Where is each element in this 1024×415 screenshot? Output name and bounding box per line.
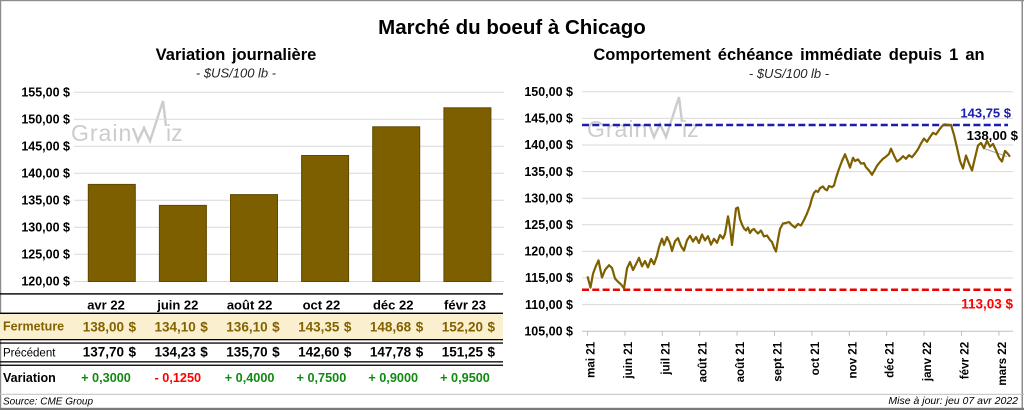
svg-text:134,10: 134,10 xyxy=(155,320,196,335)
svg-text:$: $ xyxy=(200,345,208,360)
svg-text:- $US/100 lb -: - $US/100 lb - xyxy=(196,66,277,81)
svg-text:déc 21: déc 21 xyxy=(884,341,897,378)
svg-text:+ 0,3000: + 0,3000 xyxy=(81,371,131,385)
svg-text:nov 21: nov 21 xyxy=(846,341,859,378)
svg-text:déc 22: déc 22 xyxy=(373,298,413,313)
svg-text:145,00 $: 145,00 $ xyxy=(524,112,573,126)
svg-text:138,00: 138,00 xyxy=(83,320,124,335)
svg-text:- 0,1250: - 0,1250 xyxy=(155,371,202,385)
svg-text:oct 22: oct 22 xyxy=(303,298,341,313)
svg-text:135,00 $: 135,00 $ xyxy=(21,193,70,207)
svg-text:142,60: 142,60 xyxy=(298,345,339,360)
svg-text:$: $ xyxy=(416,345,424,360)
svg-text:+ 0,9500: + 0,9500 xyxy=(440,371,490,385)
svg-text:juil 21: juil 21 xyxy=(659,341,672,375)
svg-text:mars 22: mars 22 xyxy=(996,342,1009,386)
svg-text:janv 22: janv 22 xyxy=(921,342,934,382)
svg-text:Comportement échéance immédiat: Comportement échéance immédiate depuis 1… xyxy=(593,46,984,64)
svg-text:115,00 $: 115,00 $ xyxy=(525,271,573,285)
svg-text:125,00 $: 125,00 $ xyxy=(21,247,70,261)
svg-text:$: $ xyxy=(200,320,208,335)
svg-text:juin 22: juin 22 xyxy=(156,298,198,313)
svg-text:août 21: août 21 xyxy=(734,341,747,382)
svg-text:Précédent: Précédent xyxy=(3,348,56,360)
svg-text:137,70: 137,70 xyxy=(83,345,124,360)
svg-text:mai 21: mai 21 xyxy=(585,341,598,378)
svg-text:iz: iz xyxy=(682,116,699,142)
svg-text:$: $ xyxy=(129,345,137,360)
svg-text:avr 22: avr 22 xyxy=(87,298,125,313)
svg-text:août 21: août 21 xyxy=(697,341,710,382)
svg-text:sept 21: sept 21 xyxy=(772,341,785,382)
svg-text:févr 22: févr 22 xyxy=(959,342,972,379)
svg-text:$: $ xyxy=(488,320,496,335)
svg-text:$: $ xyxy=(344,320,352,335)
svg-text:+ 0,4000: + 0,4000 xyxy=(225,371,275,385)
svg-text:135,00 $: 135,00 $ xyxy=(524,165,573,179)
svg-text:155,00 $: 155,00 $ xyxy=(21,86,70,100)
svg-text:- $US/100 lb -: - $US/100 lb - xyxy=(749,66,830,81)
svg-text:$: $ xyxy=(488,345,496,360)
svg-text:140,00 $: 140,00 $ xyxy=(524,138,573,152)
svg-text:$: $ xyxy=(272,320,280,335)
svg-text:+ 0,7500: + 0,7500 xyxy=(297,371,347,385)
svg-text:juin 21: juin 21 xyxy=(622,341,635,379)
svg-text:$: $ xyxy=(344,345,352,360)
svg-text:130,00 $: 130,00 $ xyxy=(524,191,573,205)
svg-text:août 22: août 22 xyxy=(227,298,273,313)
svg-text:$: $ xyxy=(129,320,137,335)
svg-text:févr 23: févr 23 xyxy=(444,298,486,313)
svg-text:150,00 $: 150,00 $ xyxy=(21,113,70,127)
svg-text:148,68: 148,68 xyxy=(370,320,412,335)
svg-text:Grain: Grain xyxy=(71,120,132,146)
svg-text:Variation journalière: Variation journalière xyxy=(156,46,317,64)
svg-text:130,00 $: 130,00 $ xyxy=(21,220,70,234)
svg-text:113,03 $: 113,03 $ xyxy=(961,297,1013,312)
svg-text:Fermeture: Fermeture xyxy=(3,320,64,334)
svg-text:iz: iz xyxy=(166,120,183,146)
svg-text:136,10: 136,10 xyxy=(226,320,267,335)
svg-text:110,00 $: 110,00 $ xyxy=(525,298,573,312)
svg-text:Mise à jour: jeu 07 avr 2022: Mise à jour: jeu 07 avr 2022 xyxy=(888,395,1018,407)
svg-text:143,75 $: 143,75 $ xyxy=(960,106,1011,121)
svg-text:oct 21: oct 21 xyxy=(809,341,822,375)
svg-text:140,00 $: 140,00 $ xyxy=(21,166,70,180)
svg-text:143,35: 143,35 xyxy=(298,320,340,335)
svg-text:138,00 $: 138,00 $ xyxy=(967,128,1019,143)
svg-text:135,70: 135,70 xyxy=(226,345,267,360)
svg-text:Marché du boeuf à Chicago: Marché du boeuf à Chicago xyxy=(378,16,646,39)
svg-text:147,78: 147,78 xyxy=(370,345,412,360)
svg-text:$: $ xyxy=(416,320,424,335)
svg-text:Grain: Grain xyxy=(587,116,648,142)
svg-text:Variation: Variation xyxy=(3,371,56,385)
svg-text:$: $ xyxy=(272,345,280,360)
svg-text:151,25: 151,25 xyxy=(442,345,484,360)
svg-text:120,00 $: 120,00 $ xyxy=(21,275,70,289)
svg-text:105,00 $: 105,00 $ xyxy=(524,324,573,338)
svg-text:152,20: 152,20 xyxy=(442,320,483,335)
svg-text:134,23: 134,23 xyxy=(155,345,197,360)
svg-text:Source: CME Group: Source: CME Group xyxy=(3,397,93,408)
svg-text:125,00 $: 125,00 $ xyxy=(524,218,573,232)
svg-text:145,00 $: 145,00 $ xyxy=(21,140,70,154)
svg-text:120,00 $: 120,00 $ xyxy=(524,245,573,259)
svg-text:+ 0,9000: + 0,9000 xyxy=(368,371,418,385)
svg-text:150,00 $: 150,00 $ xyxy=(524,85,573,99)
